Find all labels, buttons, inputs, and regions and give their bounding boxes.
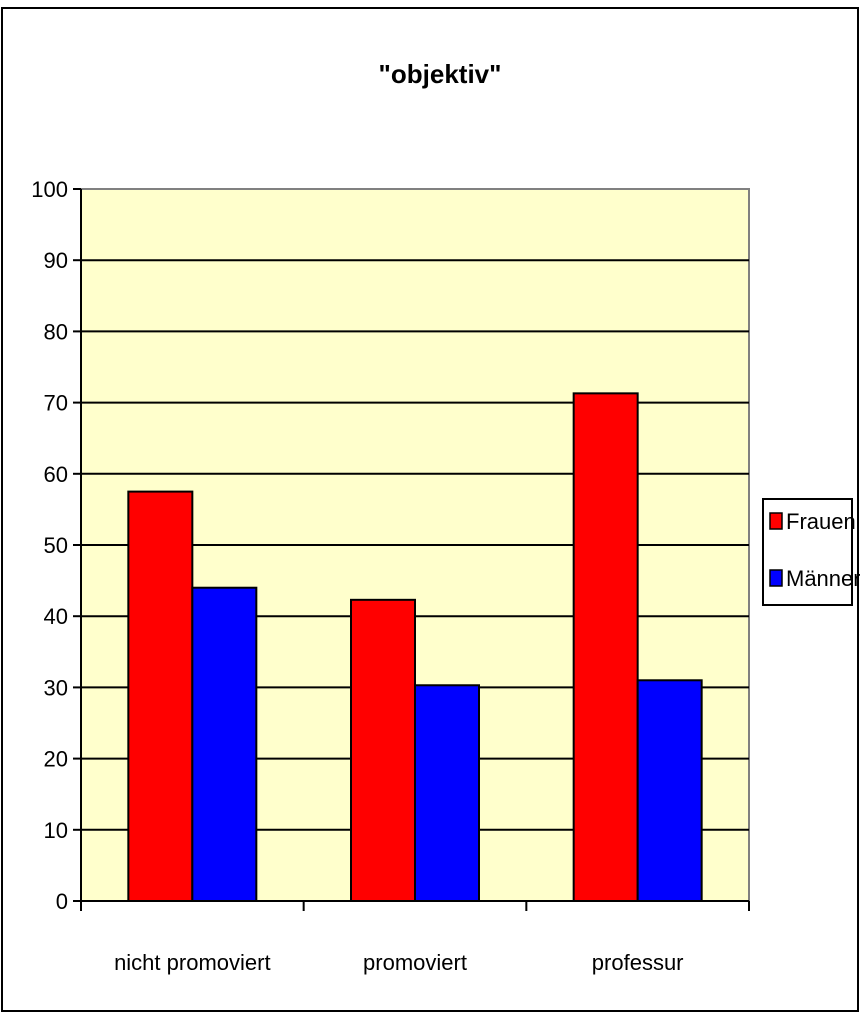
legend-swatch [769,569,783,587]
y-tick-label: 20 [44,747,68,772]
bar-m-nner [414,684,480,902]
y-tick-label: 10 [44,818,68,843]
y-tick-label: 50 [44,533,68,558]
y-tick-label: 60 [44,462,68,487]
bar-frauen [350,598,416,902]
y-tick-label: 70 [44,391,68,416]
legend: Frauen Männer [762,498,860,606]
y-tick-label: 0 [56,889,68,914]
bar-frauen [127,490,194,902]
y-tick-label: 30 [44,675,68,700]
axes: 0 10 20 30 40 50 60 70 80 90 100 nicht promoviert pr… [31,177,750,975]
y-tick-label: 40 [44,604,68,629]
bars [127,392,703,903]
bar-frauen [572,392,639,902]
y-tick-label: 100 [31,177,68,202]
legend-swatch [769,512,783,530]
legend-label: Männer [786,566,860,591]
bar-m-nner [191,586,258,902]
y-tick-label: 90 [44,248,68,273]
x-tick-label: professur [592,950,684,975]
legend-label: Frauen [786,509,856,534]
x-tick-label: promoviert [363,950,467,975]
y-tick-label: 80 [44,319,68,344]
x-tick-label: nicht promoviert [114,950,271,975]
chart-title: "objektiv" [379,59,502,89]
bar-m-nner [636,679,703,903]
